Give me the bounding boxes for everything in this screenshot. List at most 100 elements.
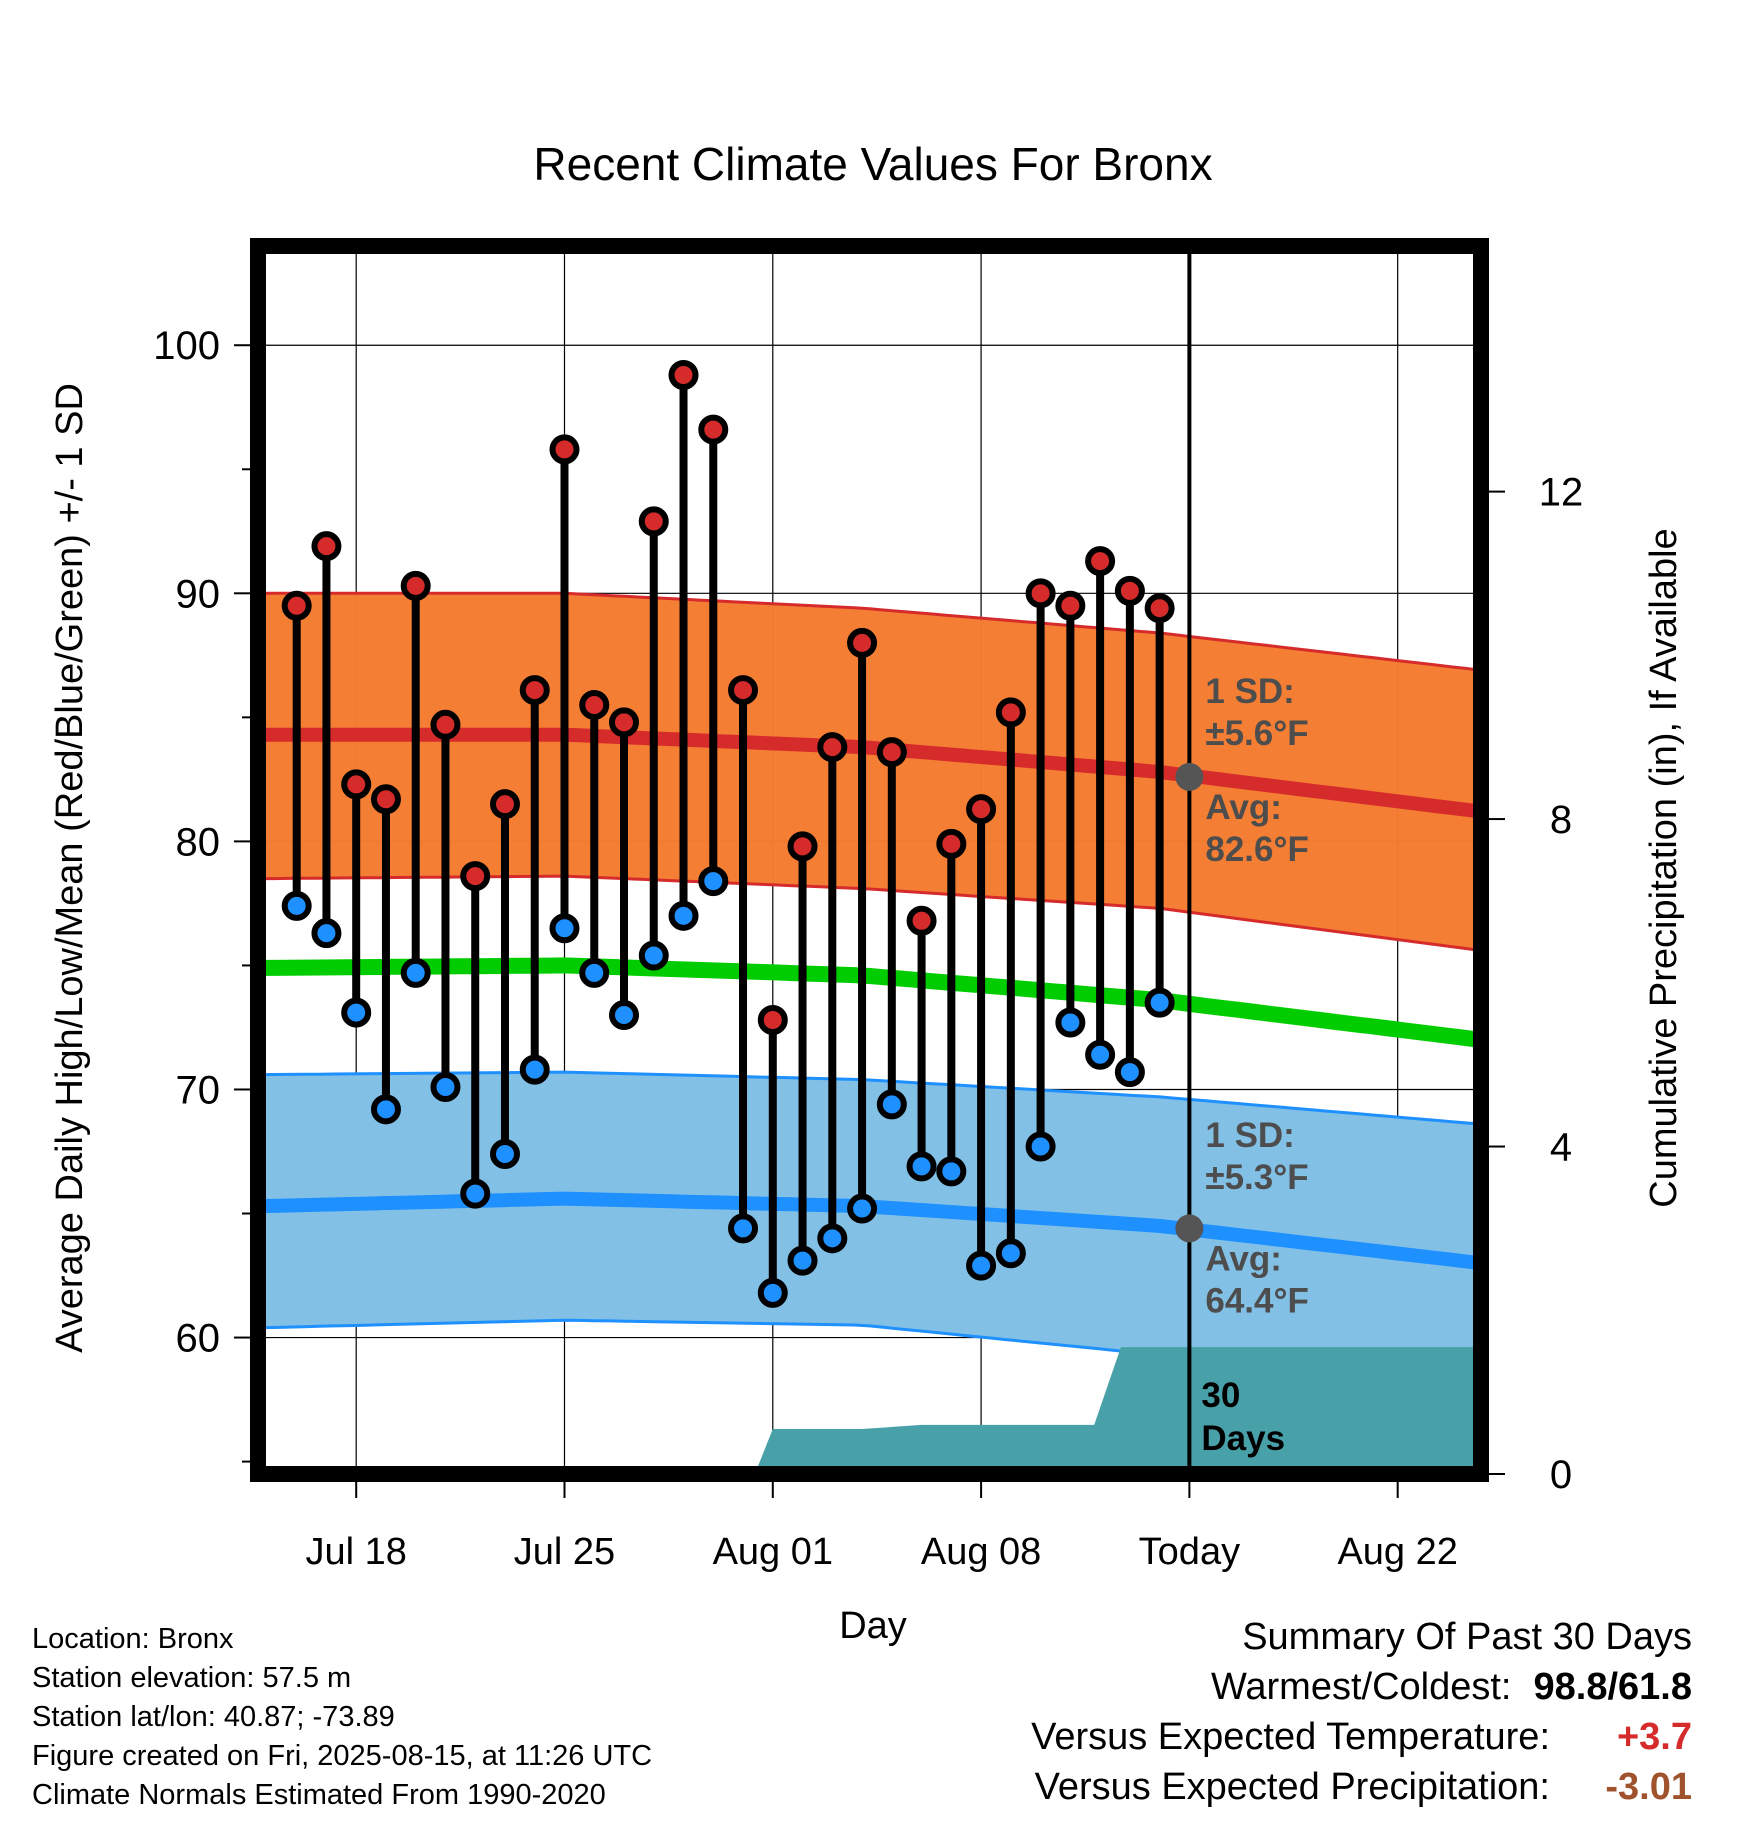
daily-low-point bbox=[787, 1245, 818, 1276]
y-tick-label: 60 bbox=[176, 1317, 221, 1361]
today-high-avg-marker bbox=[1175, 762, 1204, 791]
warmest-label: Warmest/Coldest: bbox=[1210, 1666, 1512, 1708]
daily-high-point bbox=[400, 570, 431, 601]
daily-low-point bbox=[698, 866, 729, 897]
daily-low-point bbox=[579, 957, 610, 988]
y-tick-label: 90 bbox=[176, 572, 221, 616]
latlon-text: Station lat/lon: 40.87; -73.89 bbox=[32, 1701, 395, 1733]
daily-low-point bbox=[341, 997, 372, 1028]
daily-low-point bbox=[400, 957, 431, 988]
low-avg-value: 64.4°F bbox=[1205, 1281, 1309, 1320]
precip-anomaly-value: -3.01 bbox=[1605, 1766, 1692, 1808]
daily-high-point bbox=[281, 590, 312, 621]
plot-interior bbox=[258, 246, 1481, 1474]
daily-high-point bbox=[936, 828, 967, 859]
daily-low-point bbox=[936, 1156, 967, 1187]
daily-high-point bbox=[787, 831, 818, 862]
value-separator: / bbox=[1607, 1666, 1619, 1708]
daily-low-point bbox=[549, 913, 580, 944]
x-tick-label: Aug 22 bbox=[1337, 1531, 1457, 1573]
plot-frame bbox=[250, 238, 1489, 1482]
normal-mean-line bbox=[258, 957, 1481, 1048]
daily-low-point bbox=[281, 890, 312, 921]
summary-heading: Summary Of Past 30 Days bbox=[1242, 1616, 1692, 1658]
daily-high-point bbox=[430, 709, 461, 740]
y2-tick-label: 8 bbox=[1550, 798, 1572, 842]
window-unit-label: Days bbox=[1201, 1419, 1285, 1458]
today-low-avg-marker bbox=[1175, 1214, 1204, 1243]
daily-high-point bbox=[579, 689, 610, 720]
daily-low-point bbox=[638, 940, 669, 971]
high-sd-label: 1 SD: bbox=[1205, 672, 1294, 711]
daily-low-point bbox=[370, 1094, 401, 1125]
daily-low-point bbox=[876, 1089, 907, 1120]
created-text: Figure created on Fri, 2025-08-15, at 11… bbox=[32, 1740, 653, 1772]
daily-low-point bbox=[1144, 987, 1175, 1018]
daily-low-point bbox=[1085, 1039, 1116, 1070]
daily-low-point bbox=[519, 1054, 550, 1085]
normals-text: Climate Normals Estimated From 1990-2020 bbox=[32, 1779, 606, 1811]
precip-anomaly-label: Versus Expected Precipitation: bbox=[1034, 1766, 1550, 1808]
daily-high-point bbox=[1085, 546, 1116, 577]
daily-high-point bbox=[1025, 578, 1056, 609]
daily-low-point bbox=[311, 918, 342, 949]
y-tick-label: 80 bbox=[176, 820, 221, 864]
y-axis-label: Average Daily High/Low/Mean (Red/Blue/Gr… bbox=[49, 383, 91, 1353]
daily-high-point bbox=[757, 1005, 788, 1036]
y-tick-label: 100 bbox=[153, 324, 220, 368]
daily-high-point bbox=[966, 794, 997, 825]
daily-low-point bbox=[1025, 1131, 1056, 1162]
summary-warmest-row: Warmest/Coldest: 98.8/61.8 bbox=[1031, 1662, 1692, 1712]
y2-tick-label: 0 bbox=[1550, 1453, 1572, 1497]
high-avg-label: Avg: bbox=[1205, 788, 1281, 827]
daily-low-point bbox=[847, 1193, 878, 1224]
low-sd-value: ±5.3°F bbox=[1205, 1158, 1308, 1197]
chart-title: Recent Climate Values For Bronx bbox=[533, 138, 1212, 190]
y2-axis-label: Cumulative Precipitation (in), If Availa… bbox=[1643, 528, 1685, 1207]
daily-high-point bbox=[460, 861, 491, 892]
daily-low-point bbox=[1055, 1007, 1086, 1038]
window-count-label: 30 bbox=[1201, 1376, 1240, 1415]
x-tick-label: Jul 25 bbox=[514, 1531, 615, 1573]
daily-low-point bbox=[489, 1138, 520, 1169]
daily-high-point bbox=[698, 414, 729, 445]
daily-high-point bbox=[1055, 590, 1086, 621]
daily-high-point bbox=[519, 675, 550, 706]
y2-tick-label: 4 bbox=[1550, 1126, 1572, 1170]
station-info: Location: Bronx Station elevation: 57.5 … bbox=[32, 1620, 652, 1815]
daily-high-point bbox=[1114, 575, 1145, 606]
daily-high-point bbox=[817, 732, 848, 763]
temp-anomaly-value: +3.7 bbox=[1616, 1716, 1692, 1758]
precipitation-area bbox=[754, 1347, 1481, 1474]
temp-anomaly-label: Versus Expected Temperature: bbox=[1031, 1716, 1550, 1758]
daily-low-point bbox=[430, 1071, 461, 1102]
daily-high-point bbox=[1144, 593, 1175, 624]
x-tick-label: Today bbox=[1139, 1531, 1240, 1573]
daily-low-point bbox=[906, 1151, 937, 1182]
daily-low-point bbox=[757, 1277, 788, 1308]
daily-high-point bbox=[728, 675, 759, 706]
location-text: Location: Bronx bbox=[32, 1623, 234, 1655]
daily-low-point bbox=[728, 1213, 759, 1244]
daily-high-point bbox=[847, 627, 878, 658]
daily-low-point bbox=[609, 1000, 640, 1031]
warmest-value: 98.8 bbox=[1533, 1666, 1608, 1708]
daily-high-point bbox=[549, 434, 580, 465]
y2-tick-label: 12 bbox=[1539, 471, 1584, 515]
daily-low-point bbox=[460, 1178, 491, 1209]
y-tick-label: 70 bbox=[176, 1068, 221, 1112]
coldest-value: 61.8 bbox=[1618, 1666, 1692, 1708]
normal-high-avg-line bbox=[258, 727, 1481, 819]
daily-high-point bbox=[311, 531, 342, 562]
x-tick-label: Aug 08 bbox=[921, 1531, 1041, 1573]
low-sd-label: 1 SD: bbox=[1205, 1116, 1294, 1155]
elevation-text: Station elevation: 57.5 m bbox=[32, 1662, 352, 1694]
high-sd-value: ±5.6°F bbox=[1205, 714, 1308, 753]
daily-low-point bbox=[966, 1250, 997, 1281]
daily-low-point bbox=[995, 1238, 1026, 1269]
daily-high-point bbox=[341, 769, 372, 800]
low-avg-label: Avg: bbox=[1205, 1239, 1281, 1278]
x-axis-label: Day bbox=[839, 1605, 907, 1647]
daily-high-point bbox=[876, 737, 907, 768]
